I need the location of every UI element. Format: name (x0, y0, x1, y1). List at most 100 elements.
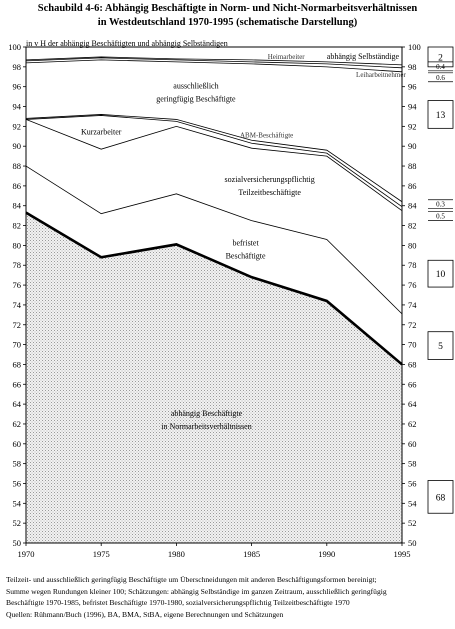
area-label-sv1: sozialversicherungspflichtig (225, 175, 315, 184)
y-tick-label-right-72: 72 (408, 320, 417, 330)
value-box-label-1: 0.4 (436, 63, 445, 71)
value-box-label-2: 0.6 (436, 74, 445, 82)
y-tick-label-left-52: 52 (13, 518, 22, 528)
y-tick-label-right-56: 56 (408, 478, 417, 488)
value-box-label-4: 0.3 (436, 201, 445, 209)
plot-frame (25, 46, 403, 544)
y-tick-label-left-62: 62 (13, 419, 22, 429)
x-tick-label-1995: 1995 (394, 549, 411, 559)
y-tick-label-right-58: 58 (408, 459, 417, 469)
x-tick-label-1985: 1985 (243, 549, 260, 559)
value-box-frame-7 (427, 331, 454, 360)
area-label-norm2: in Normarbeitsverhältnissen (161, 422, 251, 431)
footnote-line-4: Quellen: Rühmann/Buch (1996), BA, BMA, S… (6, 609, 284, 619)
y-tick-label-right-98: 98 (408, 62, 417, 72)
y-tick-label-left-72: 72 (13, 320, 22, 330)
y-tick-label-right-82: 82 (408, 221, 417, 231)
y-tick-label-left-80: 80 (13, 240, 22, 250)
value-box-1: 0.4 (428, 61, 453, 72)
y-tick-label-right-54: 54 (408, 498, 417, 508)
value-box-3: 13 (427, 100, 454, 129)
y-tick-label-left-58: 58 (13, 459, 22, 469)
y-tick-label-left-54: 54 (13, 498, 22, 508)
area-normarbeit (26, 212, 402, 543)
value-box-2: 0.6 (428, 72, 453, 83)
y-tick-label-left-84: 84 (13, 201, 22, 211)
value-box-label-6: 10 (436, 270, 446, 280)
y-tick-label-right-52: 52 (408, 518, 417, 528)
y-tick-label-left-92: 92 (13, 121, 22, 131)
y-tick-label-right-84: 84 (408, 201, 417, 211)
y-tick-label-right-88: 88 (408, 161, 417, 171)
boundary-line-5 (25, 59, 403, 73)
area-label-leih: Leiharbeitnehmer (356, 71, 406, 79)
y-tick-label-right-86: 86 (408, 181, 417, 191)
area-label-befr1: befristet (232, 238, 259, 247)
y-tick-label-right-80: 80 (408, 240, 417, 250)
y-tick-label-left-56: 56 (13, 478, 22, 488)
footnote-line-3: Beschäftigte 1970-1985, befristet Beschä… (6, 598, 350, 607)
value-box-frame-6 (427, 259, 454, 288)
footnote-line-1: Teilzeit- und ausschließlich geringfügig… (6, 575, 377, 584)
area-label-befr2: Beschäftigte (226, 251, 266, 260)
value-box-label-3: 13 (436, 111, 446, 121)
footnote: Teilzeit- und ausschließlich geringfügig… (6, 574, 451, 620)
boundary-line-4 (25, 114, 403, 203)
y-tick-label-right-66: 66 (408, 379, 417, 389)
value-box-6: 10 (427, 259, 454, 288)
y-tick-label-left-86: 86 (13, 181, 22, 191)
area-label-norm1: abhängig Beschäftigte (171, 409, 243, 418)
area-label-abm: ABM-Beschäftigte (240, 131, 293, 139)
area-label-gering2: geringfügig Beschäftigte (156, 95, 236, 104)
value-box-5: 0.5 (428, 211, 453, 221)
chart-title-line-2: in Westdeutschland 1970-1995 (schematisc… (97, 17, 358, 28)
value-box-frame-3 (427, 100, 454, 129)
y-tick-label-right-64: 64 (408, 399, 417, 409)
x-tick-label-1975: 1975 (93, 549, 110, 559)
y-tick-label-left-96: 96 (13, 82, 22, 92)
y-tick-label-right-62: 62 (408, 419, 417, 429)
y-tick-label-right-76: 76 (408, 280, 417, 290)
boundary-line-6 (25, 57, 403, 69)
y-tick-label-left-66: 66 (13, 379, 22, 389)
y-tick-label-left-70: 70 (13, 340, 22, 350)
x-tick-label-1980: 1980 (168, 549, 185, 559)
y-tick-label-right-78: 78 (408, 260, 417, 270)
y-tick-label-right-94: 94 (408, 102, 417, 112)
y-tick-label-left-100: 100 (8, 42, 21, 52)
y-tick-label-left-90: 90 (13, 141, 22, 151)
footnote-line-2: Summe wegen Rundungen kleiner 100; Schät… (6, 586, 387, 596)
area-label-gering1: ausschließlich (173, 82, 218, 91)
value-box-label-0: 2 (438, 53, 443, 63)
unit-note: in v H der abhängig Beschäftigten und ab… (26, 39, 228, 48)
y-tick-label-left-76: 76 (13, 280, 22, 290)
x-tick-label-1990: 1990 (318, 549, 335, 559)
value-box-8: 68 (427, 480, 454, 514)
y-tick-label-left-98: 98 (13, 62, 22, 72)
y-tick-label-left-82: 82 (13, 221, 22, 231)
chart-title: Schaubild 4-6: Abhängig Beschäftigte in … (4, 2, 451, 30)
y-tick-label-right-68: 68 (408, 359, 417, 369)
area-label-selb: abhängig Selbständige (327, 52, 400, 61)
value-box-7: 5 (427, 331, 454, 360)
y-tick-label-left-64: 64 (13, 399, 22, 409)
y-tick-label-left-60: 60 (13, 439, 22, 449)
y-tick-label-right-50: 50 (408, 538, 417, 548)
boundary-line-0 (25, 211, 403, 366)
y-tick-label-right-92: 92 (408, 121, 417, 131)
value-box-label-5: 0.5 (436, 213, 445, 221)
y-tick-label-left-94: 94 (13, 102, 22, 112)
y-tick-label-left-74: 74 (13, 300, 22, 310)
y-tick-label-left-68: 68 (13, 359, 22, 369)
chart-title-line-1: Schaubild 4-6: Abhängig Beschäftigte in … (37, 3, 418, 14)
boundary-line-1 (25, 165, 403, 315)
x-tick-label-1970: 1970 (18, 549, 35, 559)
area-label-kurz: Kurzarbeiter (81, 127, 122, 136)
y-tick-label-left-50: 50 (13, 538, 22, 548)
y-tick-label-right-70: 70 (408, 340, 417, 350)
y-tick-label-right-74: 74 (408, 300, 417, 310)
y-tick-label-right-100: 100 (408, 42, 421, 52)
boundary-line-2 (25, 119, 403, 212)
boundary-line-7 (25, 56, 403, 66)
